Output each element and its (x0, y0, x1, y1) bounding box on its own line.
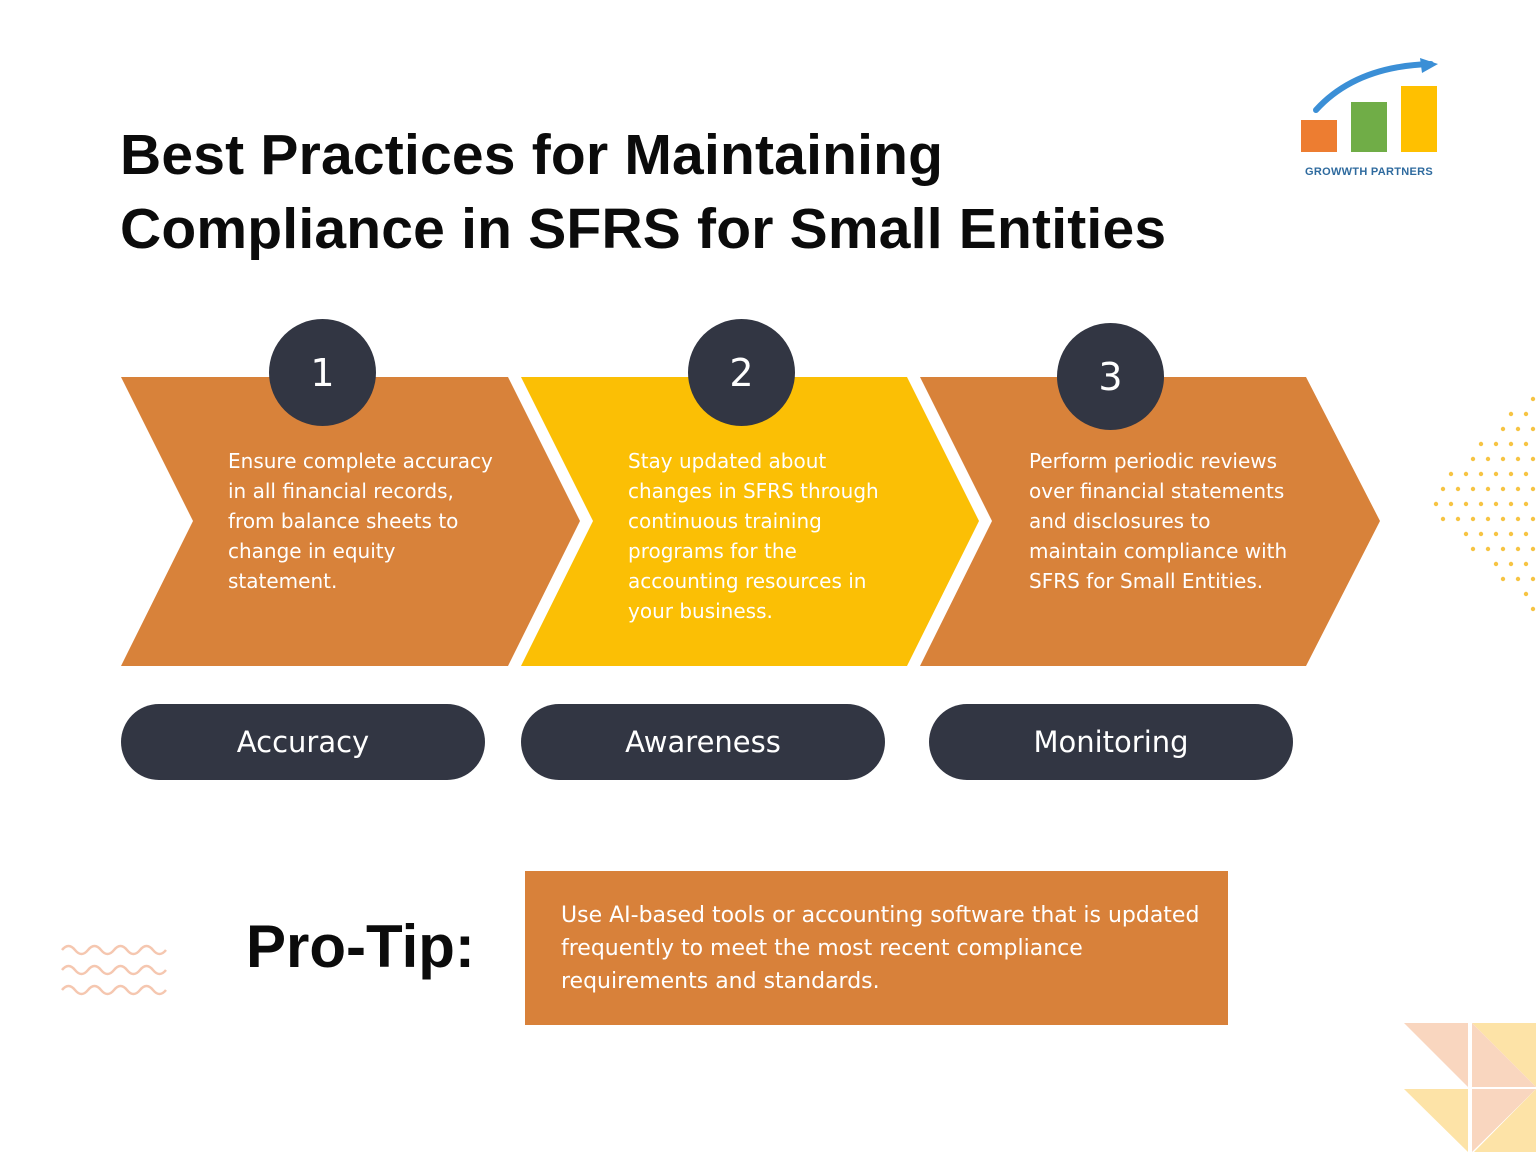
growwth-partners-logo: GROWWTH PARTNERS (1296, 58, 1446, 186)
decorative-dot (1508, 441, 1514, 447)
step-2-description: Stay updated about changes in SFRS throu… (628, 449, 879, 623)
decorative-dots (1433, 396, 1536, 612)
step-2-number: 2 (729, 350, 754, 395)
decorative-dot (1440, 486, 1446, 492)
decorative-dot (1523, 561, 1529, 567)
chevron-flow (121, 377, 1380, 666)
step-1-label: Accuracy (236, 725, 370, 759)
decorative-dot (1515, 516, 1521, 522)
decorative-dot (1485, 486, 1491, 492)
decorative-dot (1500, 456, 1506, 462)
decorative-dot (1493, 501, 1499, 507)
decorative-dot (1470, 456, 1476, 462)
decorative-dot (1530, 606, 1536, 612)
decorative-dot (1485, 546, 1491, 552)
decorative-dot (1515, 546, 1521, 552)
step-3-description: Perform periodic reviews over financial … (1029, 449, 1288, 593)
chevron-step-3 (920, 377, 1380, 666)
decorative-dot (1485, 456, 1491, 462)
decorative-dot (1530, 396, 1536, 402)
decorative-dot (1478, 501, 1484, 507)
decorative-dot (1470, 516, 1476, 522)
decorative-dot (1470, 546, 1476, 552)
decorative-dot (1493, 531, 1499, 537)
step-1-description: Ensure complete accuracy in all financia… (228, 449, 493, 593)
step-3-label: Monitoring (1033, 725, 1189, 759)
decorative-dot (1523, 501, 1529, 507)
decorative-dot (1440, 516, 1446, 522)
logo-text: GROWWTH PARTNERS (1304, 166, 1434, 178)
page-title-line-2: Compliance in SFRS for Small Entities (120, 197, 1167, 261)
decorative-dot (1515, 486, 1521, 492)
decorative-dot (1463, 471, 1469, 477)
decorative-dot (1485, 516, 1491, 522)
growth-chart-logo-icon (1301, 58, 1438, 152)
pro-tip-box: Use AI-based tools or accounting softwar… (525, 871, 1228, 1025)
step-2-label: Awareness (625, 725, 781, 759)
decorative-dot (1493, 471, 1499, 477)
decorative-dot (1448, 471, 1454, 477)
decorative-dot (1478, 531, 1484, 537)
decorative-dot (1478, 441, 1484, 447)
decorative-dot (1493, 561, 1499, 567)
decorative-waves (61, 944, 167, 996)
decorative-dot (1530, 426, 1536, 432)
decorative-dot (1508, 501, 1514, 507)
step-1-label-pill: Accuracy (121, 704, 485, 780)
decorative-dot (1508, 561, 1514, 567)
page-title: Best Practices for Maintaining Complianc… (120, 118, 1270, 266)
pro-tip-text: Use AI-based tools or accounting softwar… (561, 903, 1200, 994)
decorative-dot (1470, 486, 1476, 492)
decorative-dot (1523, 411, 1529, 417)
pro-tip-heading: Pro-Tip: (246, 913, 475, 980)
decorative-dot (1530, 516, 1536, 522)
step-3-label-pill: Monitoring (929, 704, 1293, 780)
decorative-dot (1515, 426, 1521, 432)
decorative-dot (1523, 441, 1529, 447)
decorative-dot (1463, 531, 1469, 537)
decorative-dot (1500, 426, 1506, 432)
decorative-dot (1530, 546, 1536, 552)
decorative-dot (1463, 501, 1469, 507)
decorative-dot (1455, 516, 1461, 522)
step-1-number-badge: 1 (269, 319, 376, 426)
decorative-dot (1500, 546, 1506, 552)
decorative-dot (1500, 486, 1506, 492)
decorative-dot (1433, 501, 1439, 507)
decorative-dot (1508, 531, 1514, 537)
decorative-dot (1515, 576, 1521, 582)
decorative-dot (1478, 471, 1484, 477)
chevron-step-2 (521, 377, 979, 666)
chevron-step-1 (121, 377, 580, 666)
step-2-label-pill: Awareness (521, 704, 885, 780)
decorative-dot (1508, 471, 1514, 477)
decorative-dot (1523, 471, 1529, 477)
step-2-number-badge: 2 (688, 319, 795, 426)
decorative-dot (1500, 576, 1506, 582)
decorative-dot (1493, 441, 1499, 447)
decorative-dot (1523, 591, 1529, 597)
decorative-dot (1530, 486, 1536, 492)
step-1-number: 1 (310, 350, 335, 395)
decorative-dot (1530, 456, 1536, 462)
step-3-number-badge: 3 (1057, 323, 1164, 430)
decorative-dot (1500, 516, 1506, 522)
decorative-dot (1448, 501, 1454, 507)
decorative-dot (1455, 486, 1461, 492)
decorative-dot (1515, 456, 1521, 462)
step-3-number: 3 (1098, 354, 1123, 399)
decorative-dot (1508, 411, 1514, 417)
decorative-dot (1523, 531, 1529, 537)
page-title-line-1: Best Practices for Maintaining (120, 123, 944, 187)
decorative-dot (1530, 576, 1536, 582)
decorative-triangles (1404, 1023, 1536, 1152)
